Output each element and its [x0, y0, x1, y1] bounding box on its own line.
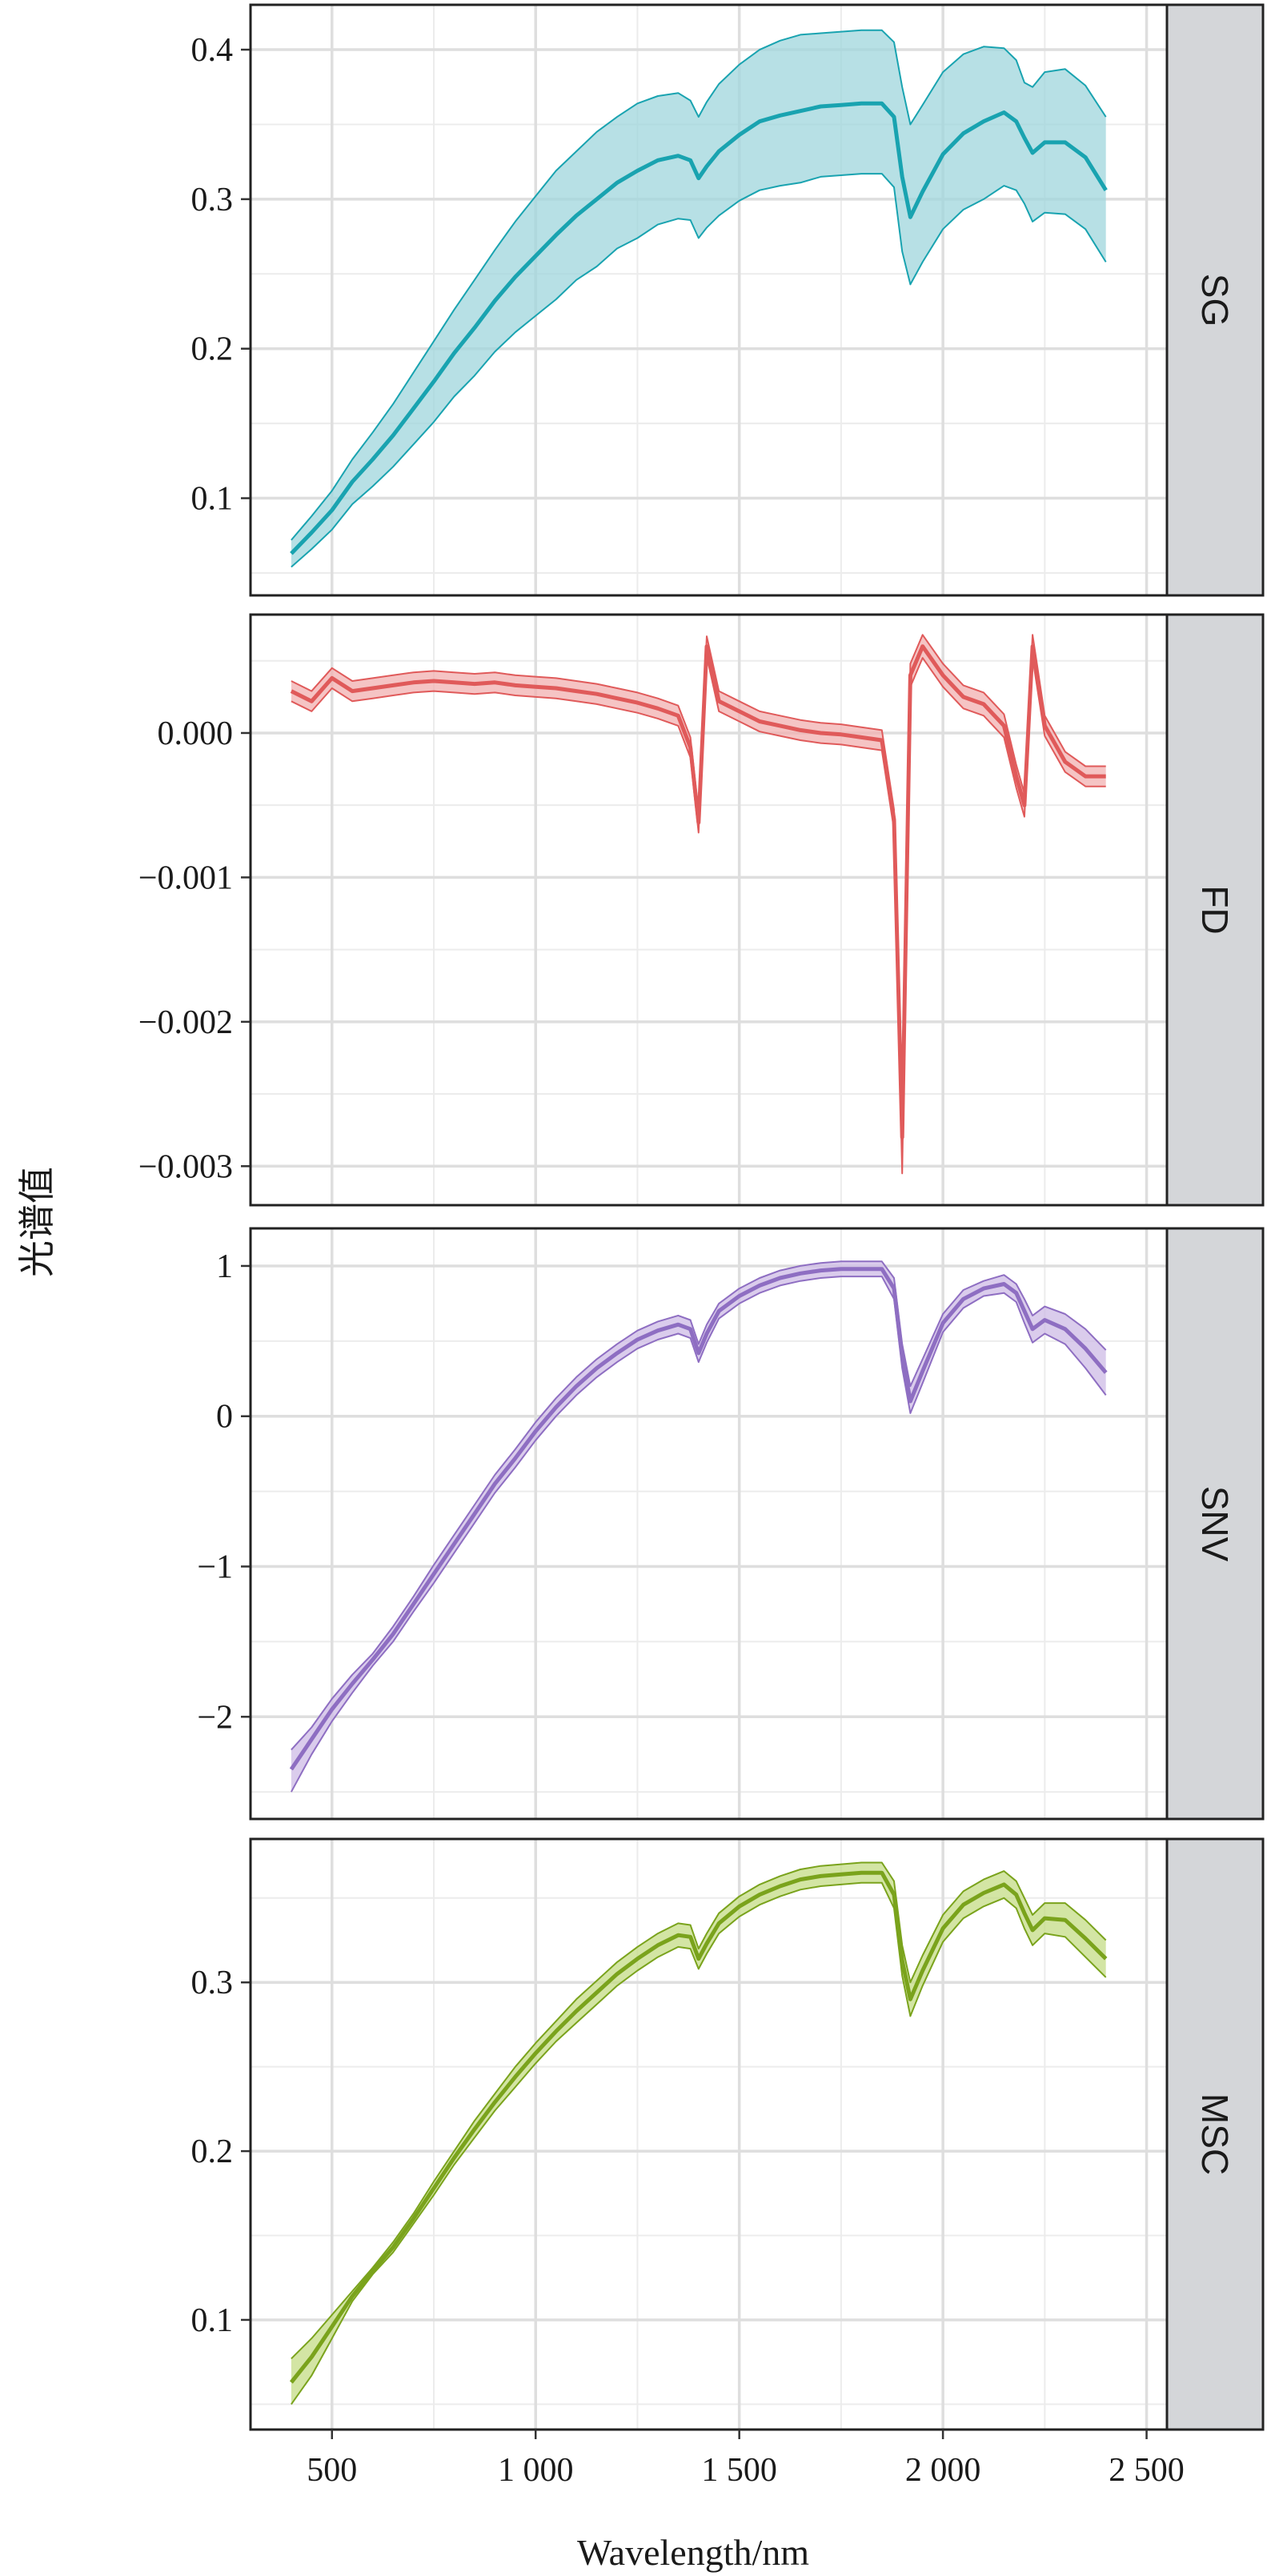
- facet-strip: [1165, 3, 1265, 597]
- ribbon-upper-edge: [291, 634, 1106, 1117]
- x-axis: 500 1 000 1 500 2 000 2 500: [307, 2430, 1185, 2489]
- panel-fd: 0.000 −0.001 −0.002 −0.003 FD: [138, 613, 1265, 1207]
- ribbon-upper-edge: [291, 1861, 1107, 2360]
- y-tick-label: 0.000: [158, 715, 234, 752]
- ribbon-lower-edge: [291, 655, 1106, 1175]
- panel-msc: 0.1 0.2 0.3 MSC: [191, 1837, 1265, 2431]
- y-tick-label: −1: [197, 1549, 233, 1586]
- facet-strip: [1165, 1837, 1265, 2431]
- x-axis-title: Wavelength/nm: [577, 2532, 809, 2573]
- facet-strip-label: SNV: [1194, 1486, 1236, 1562]
- x-tick-label: 1 500: [701, 2452, 777, 2489]
- y-tick-label: 0.1: [191, 2302, 234, 2339]
- ribbon-lower-edge: [291, 1881, 1107, 2405]
- y-tick-label: 0.1: [191, 481, 234, 518]
- x-tick-label: 2 500: [1109, 2452, 1185, 2489]
- y-tick-label: 0: [216, 1399, 233, 1436]
- mean-line-fd: [290, 644, 1106, 1140]
- facet-strip-label: SG: [1194, 274, 1236, 327]
- panel-snv: 1 0 −1 −2 SNV: [197, 1227, 1265, 1821]
- panel-background: [251, 615, 1167, 1205]
- ribbon-lower-edge: [291, 173, 1107, 568]
- ribbon-upper-edge: [291, 29, 1107, 541]
- ribbon-upper-edge: [291, 1260, 1107, 1751]
- facet-strip-label: FD: [1194, 885, 1236, 934]
- x-tick-label: 2 000: [905, 2452, 981, 2489]
- y-tick-label: 0.2: [191, 2133, 234, 2170]
- panels-layer: 0.1 0.2 0.3 0.4 SG 0.000 −0.001 −0.002 −0.003 FD 1…: [138, 3, 1265, 2431]
- ribbon-lower-edge: [291, 1276, 1107, 1793]
- facet-strip: [1165, 613, 1265, 1207]
- y-tick-label: −0.001: [138, 859, 233, 896]
- y-tick-label: 0.2: [191, 331, 234, 368]
- y-tick-label: 0.4: [191, 32, 234, 69]
- y-tick-label: −0.002: [138, 1004, 233, 1041]
- mean-line-snv: [289, 1267, 1108, 1771]
- mean-line-sg: [290, 101, 1108, 555]
- panel-sg: 0.1 0.2 0.3 0.4 SG: [191, 3, 1265, 597]
- y-tick-label: 1: [216, 1248, 233, 1285]
- facet-strip: [1165, 1227, 1265, 1821]
- x-tick-label: 1 000: [498, 2452, 574, 2489]
- y-tick-label: −2: [197, 1699, 233, 1736]
- x-tick-label: 500: [307, 2452, 357, 2489]
- y-tick-label: −0.003: [138, 1148, 233, 1185]
- y-tick-label: 0.3: [191, 182, 234, 218]
- y-axis-title: 光谱值: [17, 1167, 58, 1277]
- mean-line-msc: [289, 1870, 1108, 2384]
- y-tick-label: 0.3: [191, 1965, 234, 2001]
- facet-strip-label: MSC: [1194, 2093, 1236, 2175]
